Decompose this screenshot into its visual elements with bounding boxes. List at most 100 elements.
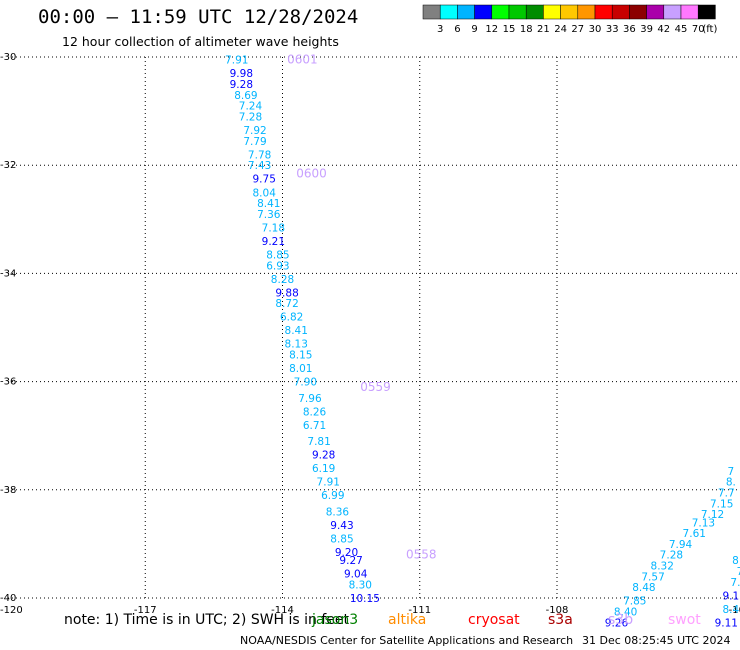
wave-height-point: 7.15 — [710, 498, 733, 510]
wave-height-point: 6.82 — [280, 312, 303, 324]
credit-line: NOAA/NESDIS Center for Satellite Applica… — [240, 634, 574, 647]
y-tick-label: -30 — [0, 52, 16, 63]
wave-height-point: 8.04 — [253, 187, 277, 199]
wave-height-point: 7.13 — [692, 517, 715, 529]
wave-height-point: 8.41 — [285, 325, 308, 337]
wave-height-point: 8.32 — [651, 561, 674, 573]
wave-height-point: 7.28 — [660, 550, 683, 562]
satellite-legend-item: s3a — [548, 612, 573, 628]
wave-height-point: 7.81 — [307, 436, 330, 448]
scale-label: 12 — [485, 24, 498, 35]
scale-label: 3 — [437, 24, 443, 35]
scale-label: 21 — [537, 24, 550, 35]
wave-height-point: 8.28 — [271, 274, 294, 286]
wave-height-point: 6.99 — [321, 490, 344, 502]
chart-title: 00:00 – 11:59 UTC 12/28/2024 — [38, 6, 359, 28]
scale-label: 30 — [589, 24, 602, 35]
y-tick-label: -34 — [0, 268, 16, 279]
y-tick-label: -32 — [0, 160, 16, 171]
scale-label: 45 — [675, 24, 688, 35]
wave-height-point: 9.26 — [605, 617, 629, 629]
x-tick-label: -117 — [134, 605, 157, 616]
satellite-legend-item: altika — [388, 612, 427, 628]
x-tick-label: -114 — [271, 605, 294, 616]
wave-height-point: 7.94 — [669, 539, 693, 551]
scale-label: 33 — [606, 24, 619, 35]
wave-height-point: 9.04 — [344, 569, 368, 581]
pass-time-label: 0558 — [406, 548, 437, 562]
wave-height-point: 8.13 — [285, 339, 308, 351]
wave-height-point: 7.78 — [248, 149, 271, 161]
wave-height-point: 7 — [728, 466, 735, 478]
wave-height-point: 9.21 — [262, 236, 285, 248]
scale-label: 27 — [571, 24, 584, 35]
wave-height-point: 8.26 — [303, 406, 327, 418]
wave-height-point: 10.15 — [350, 593, 380, 605]
wave-height-point: 9.75 — [253, 174, 276, 186]
wave-height-point: 8.48 — [632, 582, 655, 594]
wave-height-point: 9.1 — [722, 590, 739, 602]
chart-subtitle: 12 hour collection of altimeter wave hei… — [62, 34, 339, 49]
wave-height-point: 9.27 — [339, 555, 362, 567]
wave-height-point: 9.28 — [312, 450, 335, 462]
scale-label: 24 — [554, 24, 567, 35]
wave-height-point: 7.28 — [239, 112, 262, 124]
wave-height-point: 8.69 — [234, 90, 257, 102]
wave-height-point: 7.92 — [243, 125, 266, 137]
scale-unit: (ft) — [702, 24, 717, 35]
wave-height-point: 7.85 — [623, 596, 646, 608]
wave-height-point: 7.43 — [248, 160, 271, 172]
satellite-legend-item: jason3 — [312, 612, 359, 628]
y-tick-label: -38 — [0, 485, 16, 496]
wave-height-point: 8 — [732, 555, 739, 567]
generated-time: 31 Dec 08:25:45 UTC 2024 — [582, 634, 731, 647]
wave-height-point: 9.98 — [230, 68, 253, 80]
pass-time-label: 0559 — [360, 380, 391, 394]
grid — [8, 56, 740, 599]
footer-note: note: 1) Time is in UTC; 2) SWH is in fe… — [64, 612, 350, 628]
wave-height-point: 7.96 — [298, 393, 322, 405]
wave-height-point: 9.11 — [715, 617, 738, 629]
wave-height-point: 8.85 — [330, 533, 353, 545]
wave-height-point: 6.19 — [312, 463, 335, 475]
scale-label: 42 — [657, 24, 670, 35]
pass-time-label: 0601 — [287, 53, 318, 67]
y-tick-label: -40 — [0, 593, 16, 604]
x-tick-label: -104 — [729, 605, 740, 616]
satellite-legend-item: swot — [668, 612, 701, 628]
wave-height-point: 7.7 — [718, 488, 735, 500]
wave-height-point: 8. — [726, 477, 736, 489]
scale-label: 36 — [623, 24, 636, 35]
wave-height-point: 7.36 — [257, 209, 281, 221]
wave-height-point: 8.40 — [614, 607, 637, 619]
scale-swatch — [697, 4, 716, 20]
scale-label: 70 — [692, 24, 705, 35]
wave-height-point: 7.24 — [239, 101, 263, 113]
scale-label: 15 — [503, 24, 516, 35]
y-tick-label: -36 — [0, 377, 16, 388]
wave-height-point: 8.4 — [722, 604, 739, 616]
wave-height-point: 8.36 — [326, 506, 350, 518]
wave-height-point: 9.20 — [335, 547, 358, 559]
wave-height-point: 9.88 — [275, 287, 298, 299]
wave-height-point: 7.91 — [225, 55, 248, 67]
wave-height-point: 7.90 — [294, 377, 317, 389]
wave-height-point: 9.28 — [230, 79, 253, 91]
wave-height-point: 8.15 — [289, 350, 312, 362]
wave-height-point: 9.43 — [330, 520, 353, 532]
wave-height-point: 8.41 — [257, 198, 280, 210]
color-scale-legend: 3 6 9 12 15 18 21 24 27 30 33 36 39 42 45 70(ft) — [422, 4, 717, 35]
wave-height-point: 7.61 — [683, 528, 706, 540]
wave-height-point: 7. — [730, 577, 740, 589]
wave-height-point: 8.85 — [266, 249, 289, 261]
wave-height-point: 6.71 — [303, 420, 326, 432]
scale-label: 18 — [520, 24, 533, 35]
wave-height-point: 7.18 — [262, 222, 285, 234]
wave-height-point: 7 — [737, 566, 740, 578]
x-tick-label: -111 — [408, 605, 431, 616]
x-tick-label: -120 — [0, 605, 23, 616]
wave-height-point: 7.79 — [243, 136, 266, 148]
wave-height-point: 7.57 — [641, 571, 664, 583]
